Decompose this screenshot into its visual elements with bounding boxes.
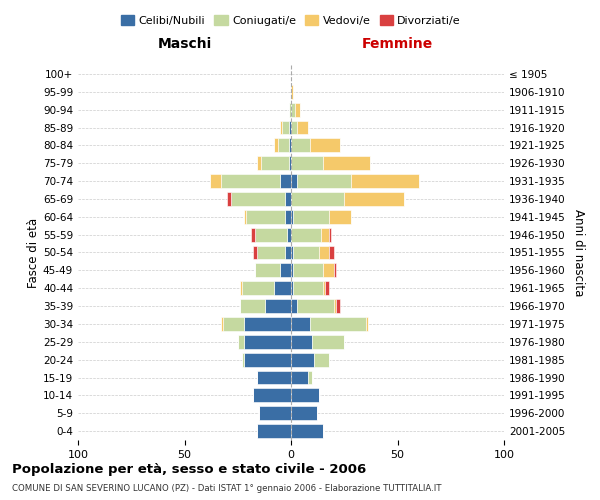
Bar bbox=[251, 228, 255, 241]
Bar bbox=[274, 138, 278, 152]
Bar bbox=[221, 174, 280, 188]
Bar bbox=[257, 156, 261, 170]
Bar bbox=[253, 388, 291, 402]
Bar bbox=[240, 299, 265, 313]
Bar bbox=[242, 281, 274, 295]
Bar bbox=[284, 192, 291, 206]
Y-axis label: Anni di nascita: Anni di nascita bbox=[572, 209, 585, 296]
Bar bbox=[240, 281, 242, 295]
Bar bbox=[253, 246, 257, 260]
Bar bbox=[221, 317, 223, 331]
Bar bbox=[314, 352, 329, 366]
Bar bbox=[291, 138, 310, 152]
Bar bbox=[298, 120, 308, 134]
Y-axis label: Fasce di età: Fasce di età bbox=[27, 218, 40, 288]
Bar bbox=[291, 210, 293, 224]
Bar bbox=[246, 210, 284, 224]
Bar bbox=[244, 335, 291, 349]
Bar bbox=[291, 424, 323, 438]
Bar bbox=[284, 246, 291, 260]
Bar bbox=[293, 281, 323, 295]
Bar bbox=[313, 335, 344, 349]
Text: Maschi: Maschi bbox=[157, 36, 212, 51]
Bar bbox=[289, 156, 291, 170]
Bar bbox=[323, 264, 334, 278]
Bar bbox=[298, 174, 350, 188]
Bar bbox=[265, 299, 291, 313]
Bar bbox=[291, 317, 310, 331]
Bar bbox=[344, 192, 404, 206]
Bar bbox=[293, 210, 329, 224]
Bar bbox=[291, 246, 293, 260]
Bar bbox=[274, 281, 291, 295]
Bar bbox=[210, 174, 221, 188]
Text: Popolazione per età, sesso e stato civile - 2006: Popolazione per età, sesso e stato civil… bbox=[12, 462, 366, 475]
Bar bbox=[323, 156, 370, 170]
Bar bbox=[350, 174, 419, 188]
Bar bbox=[365, 317, 368, 331]
Bar bbox=[334, 264, 336, 278]
Bar bbox=[291, 228, 321, 241]
Bar bbox=[291, 281, 293, 295]
Bar bbox=[287, 228, 291, 241]
Bar bbox=[257, 246, 284, 260]
Bar bbox=[336, 299, 340, 313]
Bar bbox=[298, 299, 334, 313]
Bar bbox=[284, 210, 291, 224]
Bar bbox=[319, 246, 329, 260]
Bar bbox=[289, 120, 291, 134]
Legend: Celibi/Nubili, Coniugati/e, Vedovi/e, Divorziati/e: Celibi/Nubili, Coniugati/e, Vedovi/e, Di… bbox=[116, 10, 466, 30]
Bar bbox=[238, 335, 244, 349]
Bar bbox=[280, 264, 291, 278]
Bar bbox=[223, 317, 244, 331]
Bar bbox=[255, 264, 280, 278]
Bar bbox=[310, 138, 340, 152]
Bar bbox=[244, 317, 291, 331]
Bar bbox=[310, 317, 365, 331]
Bar bbox=[291, 174, 298, 188]
Bar bbox=[261, 156, 289, 170]
Text: Femmine: Femmine bbox=[362, 36, 433, 51]
Bar bbox=[329, 210, 350, 224]
Bar bbox=[323, 281, 325, 295]
Bar bbox=[291, 299, 298, 313]
Bar bbox=[291, 264, 293, 278]
Bar bbox=[295, 102, 299, 117]
Bar bbox=[283, 120, 289, 134]
Bar bbox=[329, 246, 334, 260]
Bar bbox=[244, 352, 291, 366]
Bar bbox=[289, 138, 291, 152]
Bar bbox=[334, 299, 336, 313]
Bar bbox=[325, 281, 329, 295]
Bar bbox=[255, 228, 287, 241]
Bar bbox=[291, 370, 308, 384]
Bar bbox=[259, 406, 291, 420]
Bar bbox=[308, 370, 313, 384]
Bar bbox=[257, 424, 291, 438]
Bar bbox=[291, 406, 317, 420]
Bar bbox=[244, 210, 246, 224]
Bar bbox=[291, 388, 319, 402]
Bar bbox=[291, 156, 323, 170]
Bar bbox=[227, 192, 232, 206]
Bar bbox=[291, 352, 314, 366]
Bar bbox=[291, 102, 295, 117]
Bar bbox=[242, 352, 244, 366]
Bar bbox=[289, 102, 291, 117]
Bar bbox=[232, 192, 284, 206]
Bar bbox=[257, 370, 291, 384]
Bar bbox=[293, 246, 319, 260]
Bar bbox=[280, 120, 283, 134]
Bar bbox=[278, 138, 289, 152]
Bar bbox=[291, 335, 313, 349]
Bar bbox=[329, 228, 331, 241]
Bar bbox=[293, 264, 323, 278]
Text: COMUNE DI SAN SEVERINO LUCANO (PZ) - Dati ISTAT 1° gennaio 2006 - Elaborazione T: COMUNE DI SAN SEVERINO LUCANO (PZ) - Dat… bbox=[12, 484, 442, 493]
Bar bbox=[291, 120, 298, 134]
Bar bbox=[321, 228, 329, 241]
Bar bbox=[291, 85, 293, 99]
Bar bbox=[291, 192, 344, 206]
Bar bbox=[280, 174, 291, 188]
